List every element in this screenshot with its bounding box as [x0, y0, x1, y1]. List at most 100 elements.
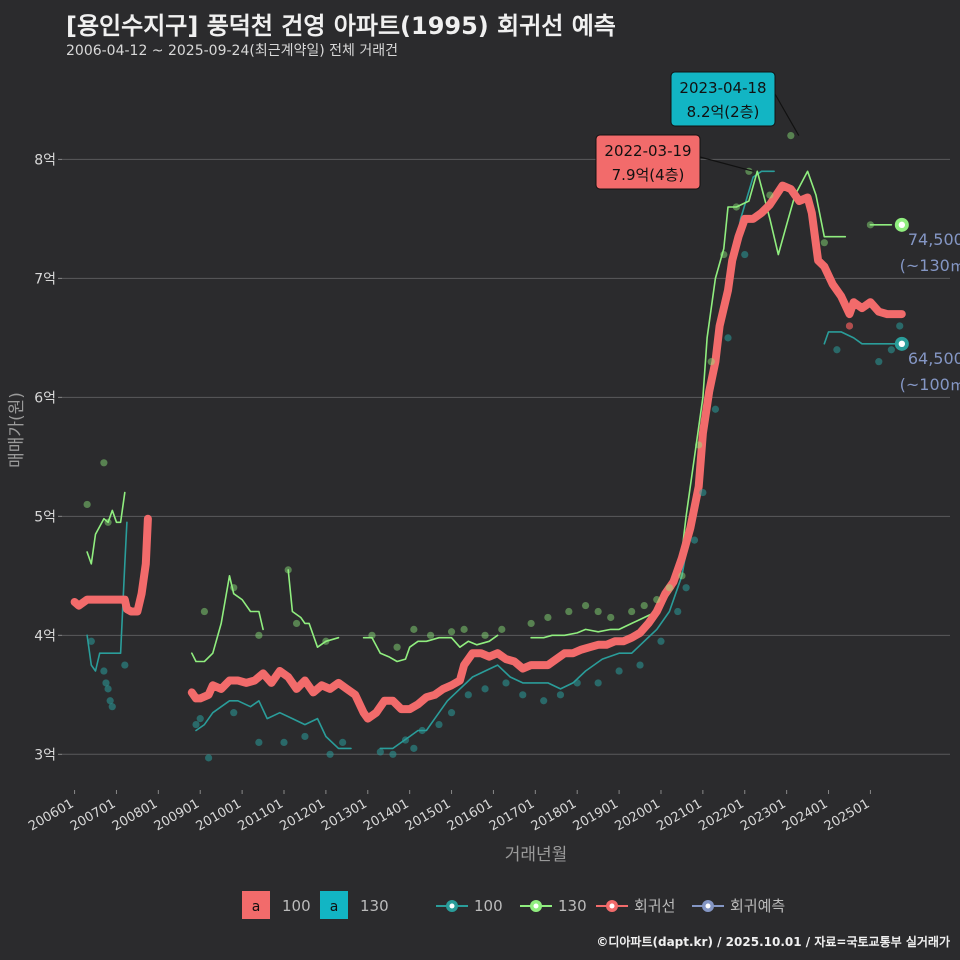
series-100-point: [502, 679, 510, 687]
series-100-point: [556, 691, 565, 699]
series-100-point: [410, 744, 418, 752]
series-100-point: [447, 709, 456, 717]
marker-layer: [83, 131, 909, 762]
x-tick-label: 201901: [571, 796, 621, 834]
series-130-point: [460, 625, 468, 633]
series-100-point: [896, 322, 904, 330]
series-130-line: [86, 491, 126, 565]
legend-fill-key-100: a: [252, 899, 261, 915]
series-130-point: [527, 619, 535, 628]
x-tick-label: 202101: [654, 796, 704, 834]
series-100-point: [435, 720, 443, 729]
series-130-point: [230, 584, 238, 592]
callout-box-130: [670, 71, 776, 127]
series-100-point: [108, 703, 116, 711]
series-100-point: [196, 715, 204, 723]
legend-line-label-130: 130: [558, 897, 587, 915]
grid-layer: [62, 158, 950, 755]
series-100-point: [104, 685, 112, 693]
series-130-point: [284, 566, 292, 574]
x-tick-label: 201701: [487, 796, 537, 834]
series-130-point: [83, 500, 91, 509]
series-130-point: [447, 628, 456, 636]
series-100-point: [376, 748, 384, 756]
series-130-point: [292, 619, 301, 628]
end-value-label-130: 74,500: [908, 230, 960, 249]
series-130-point: [544, 613, 552, 622]
legend-line-label-회귀예측: 회귀예측: [730, 897, 785, 915]
legend-marker-center-130: [533, 903, 539, 909]
series-130-point: [368, 631, 376, 639]
series-130-point: [498, 625, 506, 633]
y-tick-label: 5억: [34, 509, 56, 525]
series-100-point: [280, 738, 288, 747]
series-130-point: [200, 607, 209, 616]
legend-line-label-100: 100: [474, 897, 503, 915]
legend-marker-center-회귀예측: [705, 903, 711, 909]
chart-subtitle: 2006-04-12 ~ 2025-09-24(최근계약일) 전체 거래건: [66, 43, 398, 59]
series-130-line: [530, 170, 847, 639]
series-100-point: [674, 607, 682, 616]
annotation-layer: 74,500 (~130㎡) 64,500 (~100㎡) 2022-03-19 7.9억…: [595, 71, 960, 394]
x-tick-label: 201001: [194, 796, 244, 834]
x-tick-label: 201301: [319, 796, 369, 834]
x-tick-label: 202501: [822, 796, 872, 834]
series-130-point: [678, 572, 686, 580]
series-130-point: [255, 631, 263, 639]
series-130-point: [787, 131, 795, 140]
legend-marker-center-100: [449, 903, 455, 909]
legend-marker-center-회귀선: [609, 903, 615, 909]
series-회귀선-point: [845, 322, 854, 330]
legend-fill-key-130: a: [330, 899, 339, 915]
series-130-point: [322, 637, 330, 645]
series-130-point: [607, 613, 615, 622]
x-tick-label: 201201: [277, 796, 327, 834]
series-100-point: [481, 685, 489, 693]
y-tick-label: 4억: [34, 628, 56, 644]
callout-date-100: 2022-03-19: [604, 142, 691, 160]
series-100-point: [682, 584, 690, 592]
series-130-point: [481, 631, 489, 639]
series-100-point: [887, 346, 895, 354]
y-tick-label: 7억: [34, 271, 56, 287]
series-100-point: [741, 250, 749, 259]
series-100-point: [205, 754, 213, 762]
callout-leader-100: [699, 156, 754, 172]
series-100-point: [636, 661, 644, 669]
end-area-label-100: (~100㎡): [900, 375, 960, 394]
series-130-point: [707, 358, 715, 366]
series-100-point: [121, 661, 129, 669]
series-130-line: [362, 634, 499, 663]
series-100-point: [875, 358, 883, 366]
series-130-point: [565, 607, 573, 616]
series-130-point: [104, 518, 112, 526]
y-tick-label: 3억: [34, 747, 56, 763]
series-layer: [70, 170, 906, 750]
series-100-point: [100, 667, 108, 675]
series-130-point: [410, 625, 418, 633]
series-100-point: [724, 334, 732, 342]
series-100-line: [823, 331, 897, 345]
series-100-point: [326, 750, 334, 758]
legend-layer: a 100 a 130 100 130 회귀선 회귀예측: [242, 891, 785, 919]
x-tick-label: 201101: [236, 796, 286, 834]
series-100-point: [594, 679, 602, 687]
series-130-point: [427, 631, 435, 639]
legend-fill-label-130: 130: [360, 897, 389, 915]
callout-value-100: 7.9억(4층): [612, 166, 685, 184]
series-100-point: [464, 691, 472, 699]
x-tick-label: 202001: [612, 796, 662, 834]
series-100-line: [195, 700, 352, 750]
callout-box-100: [595, 134, 701, 190]
legend-fill-swatch-100: [242, 891, 270, 919]
x-tick-label: 201501: [403, 796, 453, 834]
series-130-line: [191, 575, 264, 663]
series-100-point: [230, 709, 238, 717]
axis-layer: 3억 4억 5억 6억 7억 8억 2006012007012008012009012010…: [7, 152, 872, 865]
series-130-point: [720, 250, 728, 259]
callout-value-130: 8.2억(2층): [687, 103, 760, 121]
series-100-point: [657, 637, 665, 645]
legend-fill-swatch-130: [320, 891, 348, 919]
series-100-point: [389, 750, 397, 758]
series-100-point: [301, 732, 309, 741]
